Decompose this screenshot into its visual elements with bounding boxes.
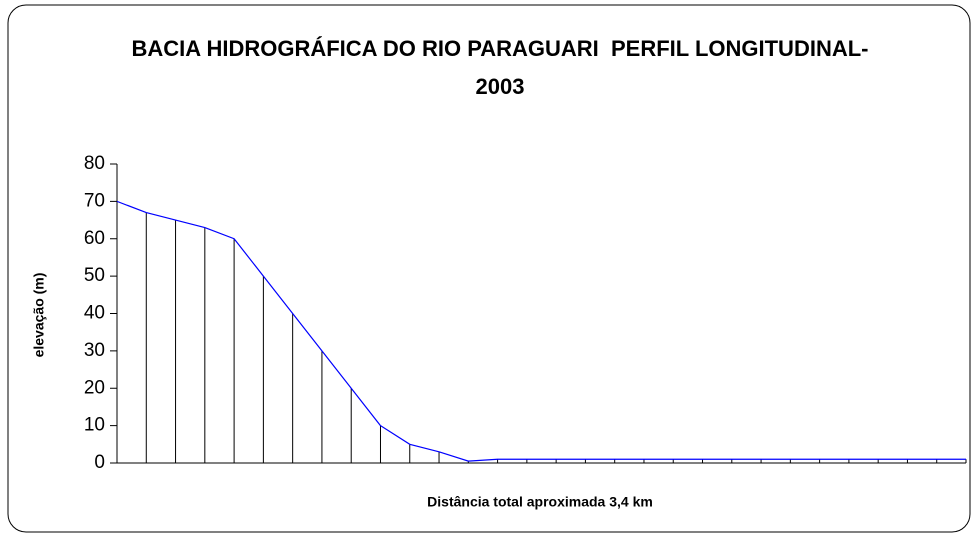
chart-border (7, 4, 971, 533)
y-tick-label: 10 (84, 415, 105, 436)
y-tick-label: 20 (84, 377, 105, 398)
y-tick-label: 0 (94, 452, 105, 473)
y-tick-label: 50 (84, 265, 105, 286)
line-series (116, 200, 966, 462)
y-tick-label: 30 (84, 340, 105, 361)
x-axis-label: Distância total aproximada 3,4 km (427, 494, 653, 510)
chart-title: BACIA HIDROGRÁFICA DO RIO PARAGUARI PERF… (131, 36, 875, 99)
y-tick-label: 60 (84, 228, 105, 249)
y-tick-label: 70 (84, 190, 105, 211)
y-tick-label: 40 (84, 303, 105, 324)
y-tick-label: 80 (84, 153, 105, 174)
y-axis-label: elevação (m) (31, 273, 47, 358)
